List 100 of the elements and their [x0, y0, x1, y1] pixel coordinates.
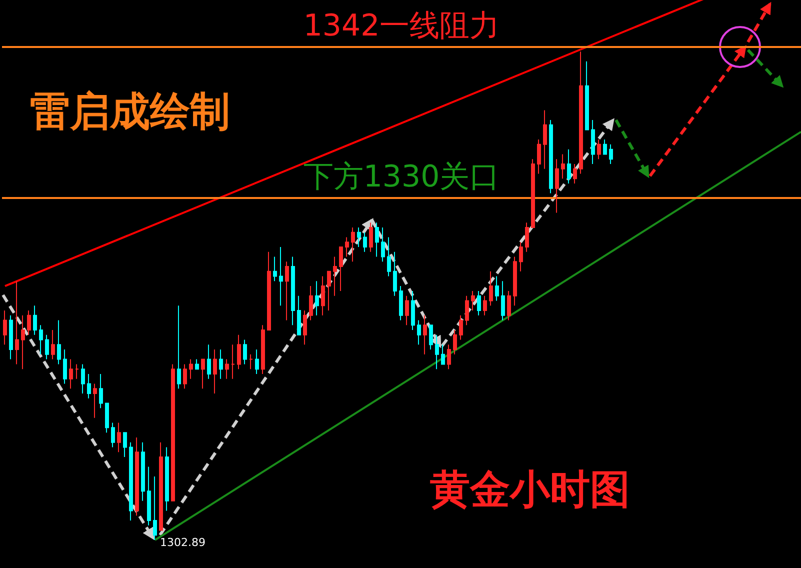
candlestick — [519, 242, 523, 272]
candlestick — [327, 270, 331, 311]
candlestick — [87, 373, 91, 399]
candlestick — [459, 314, 463, 340]
candlestick — [309, 286, 313, 321]
candlestick — [375, 222, 379, 258]
candlestick — [231, 344, 235, 380]
candlestick — [333, 256, 337, 296]
candlestick — [255, 349, 259, 374]
candlestick — [183, 364, 187, 390]
candlestick — [507, 290, 511, 321]
candlestick — [99, 373, 103, 409]
candlestick — [237, 334, 241, 370]
candlestick — [39, 324, 43, 355]
candlestick — [501, 280, 505, 321]
candlestick — [171, 364, 175, 502]
candlestick — [93, 383, 97, 418]
candlestick — [591, 120, 595, 164]
candlestick — [537, 139, 541, 174]
candlestick — [471, 290, 475, 311]
candlestick — [489, 270, 493, 306]
candlestick — [75, 364, 79, 380]
annotation: 雷启成绘制 — [30, 89, 230, 135]
candlestick — [33, 305, 37, 336]
candlestick — [243, 339, 247, 365]
candlestick — [315, 280, 319, 316]
candlestick — [549, 120, 553, 194]
candlestick — [105, 402, 109, 434]
candlestick — [57, 320, 61, 365]
candlestick — [441, 344, 445, 365]
candlestick — [453, 330, 457, 355]
candlestick — [369, 222, 373, 252]
candlestick — [555, 158, 559, 214]
candlestick — [417, 320, 421, 346]
candlestick — [495, 276, 499, 302]
candlestick — [111, 422, 115, 448]
candlestick — [129, 442, 133, 521]
ref-line-label: 1342一线阻力 — [303, 8, 500, 44]
candlestick — [573, 163, 577, 184]
candlestick — [513, 256, 517, 306]
candlestick — [363, 232, 367, 252]
candlestick — [405, 295, 409, 326]
candlestick — [225, 358, 229, 380]
candlestick — [357, 226, 361, 248]
candlestick — [9, 314, 13, 360]
candlestick — [117, 422, 121, 453]
candlestick — [213, 349, 217, 394]
candlestick — [561, 154, 565, 180]
candlestick — [261, 324, 265, 374]
candlestick — [531, 158, 535, 228]
candlestick — [597, 139, 601, 160]
candlestick — [201, 358, 205, 390]
candlestick — [291, 256, 295, 326]
candlestick — [63, 349, 67, 384]
candlestick — [219, 349, 223, 380]
candlestick — [279, 246, 283, 306]
candlestick — [249, 354, 253, 370]
candlestick — [303, 310, 307, 346]
candlestick — [69, 358, 73, 390]
candlestick — [135, 436, 139, 516]
candlestick — [45, 334, 49, 360]
candlestick — [21, 314, 25, 370]
candlestick — [267, 251, 271, 331]
candlestick — [579, 51, 583, 174]
candlestick — [339, 246, 343, 292]
candlestick — [189, 358, 193, 380]
candlestick — [525, 222, 529, 252]
candlestick — [585, 60, 589, 130]
candlestick — [285, 261, 289, 321]
candlestick — [351, 226, 355, 262]
candlestick — [207, 344, 211, 380]
candlestick — [81, 364, 85, 394]
candlestick — [141, 442, 145, 502]
candlestick — [483, 295, 487, 316]
candlestick — [51, 330, 55, 360]
candlestick — [603, 139, 607, 155]
candlestick — [435, 334, 439, 370]
ref-line-label: 下方1330关口 — [303, 160, 500, 195]
candlestick — [165, 446, 169, 512]
candlestick — [567, 148, 571, 184]
candlestick — [153, 476, 157, 540]
candlestick — [411, 290, 415, 331]
candlestick — [27, 310, 31, 336]
candlestick — [3, 310, 7, 346]
candlestick — [387, 236, 391, 277]
candlestick — [423, 314, 427, 355]
annotation: 1302.89 — [160, 536, 206, 549]
text: 黄金小时图 — [430, 467, 630, 513]
candlestick — [393, 251, 397, 296]
candlestick — [429, 324, 433, 350]
candlestick — [123, 432, 127, 458]
candlestick — [477, 290, 481, 316]
candlestick — [543, 110, 547, 170]
candlestick — [195, 358, 199, 370]
candlestick — [177, 305, 181, 390]
candlestick — [465, 295, 469, 326]
candlestick — [399, 286, 403, 321]
candlestick — [381, 226, 385, 262]
candlestick — [147, 466, 151, 526]
candlestick — [297, 295, 301, 336]
